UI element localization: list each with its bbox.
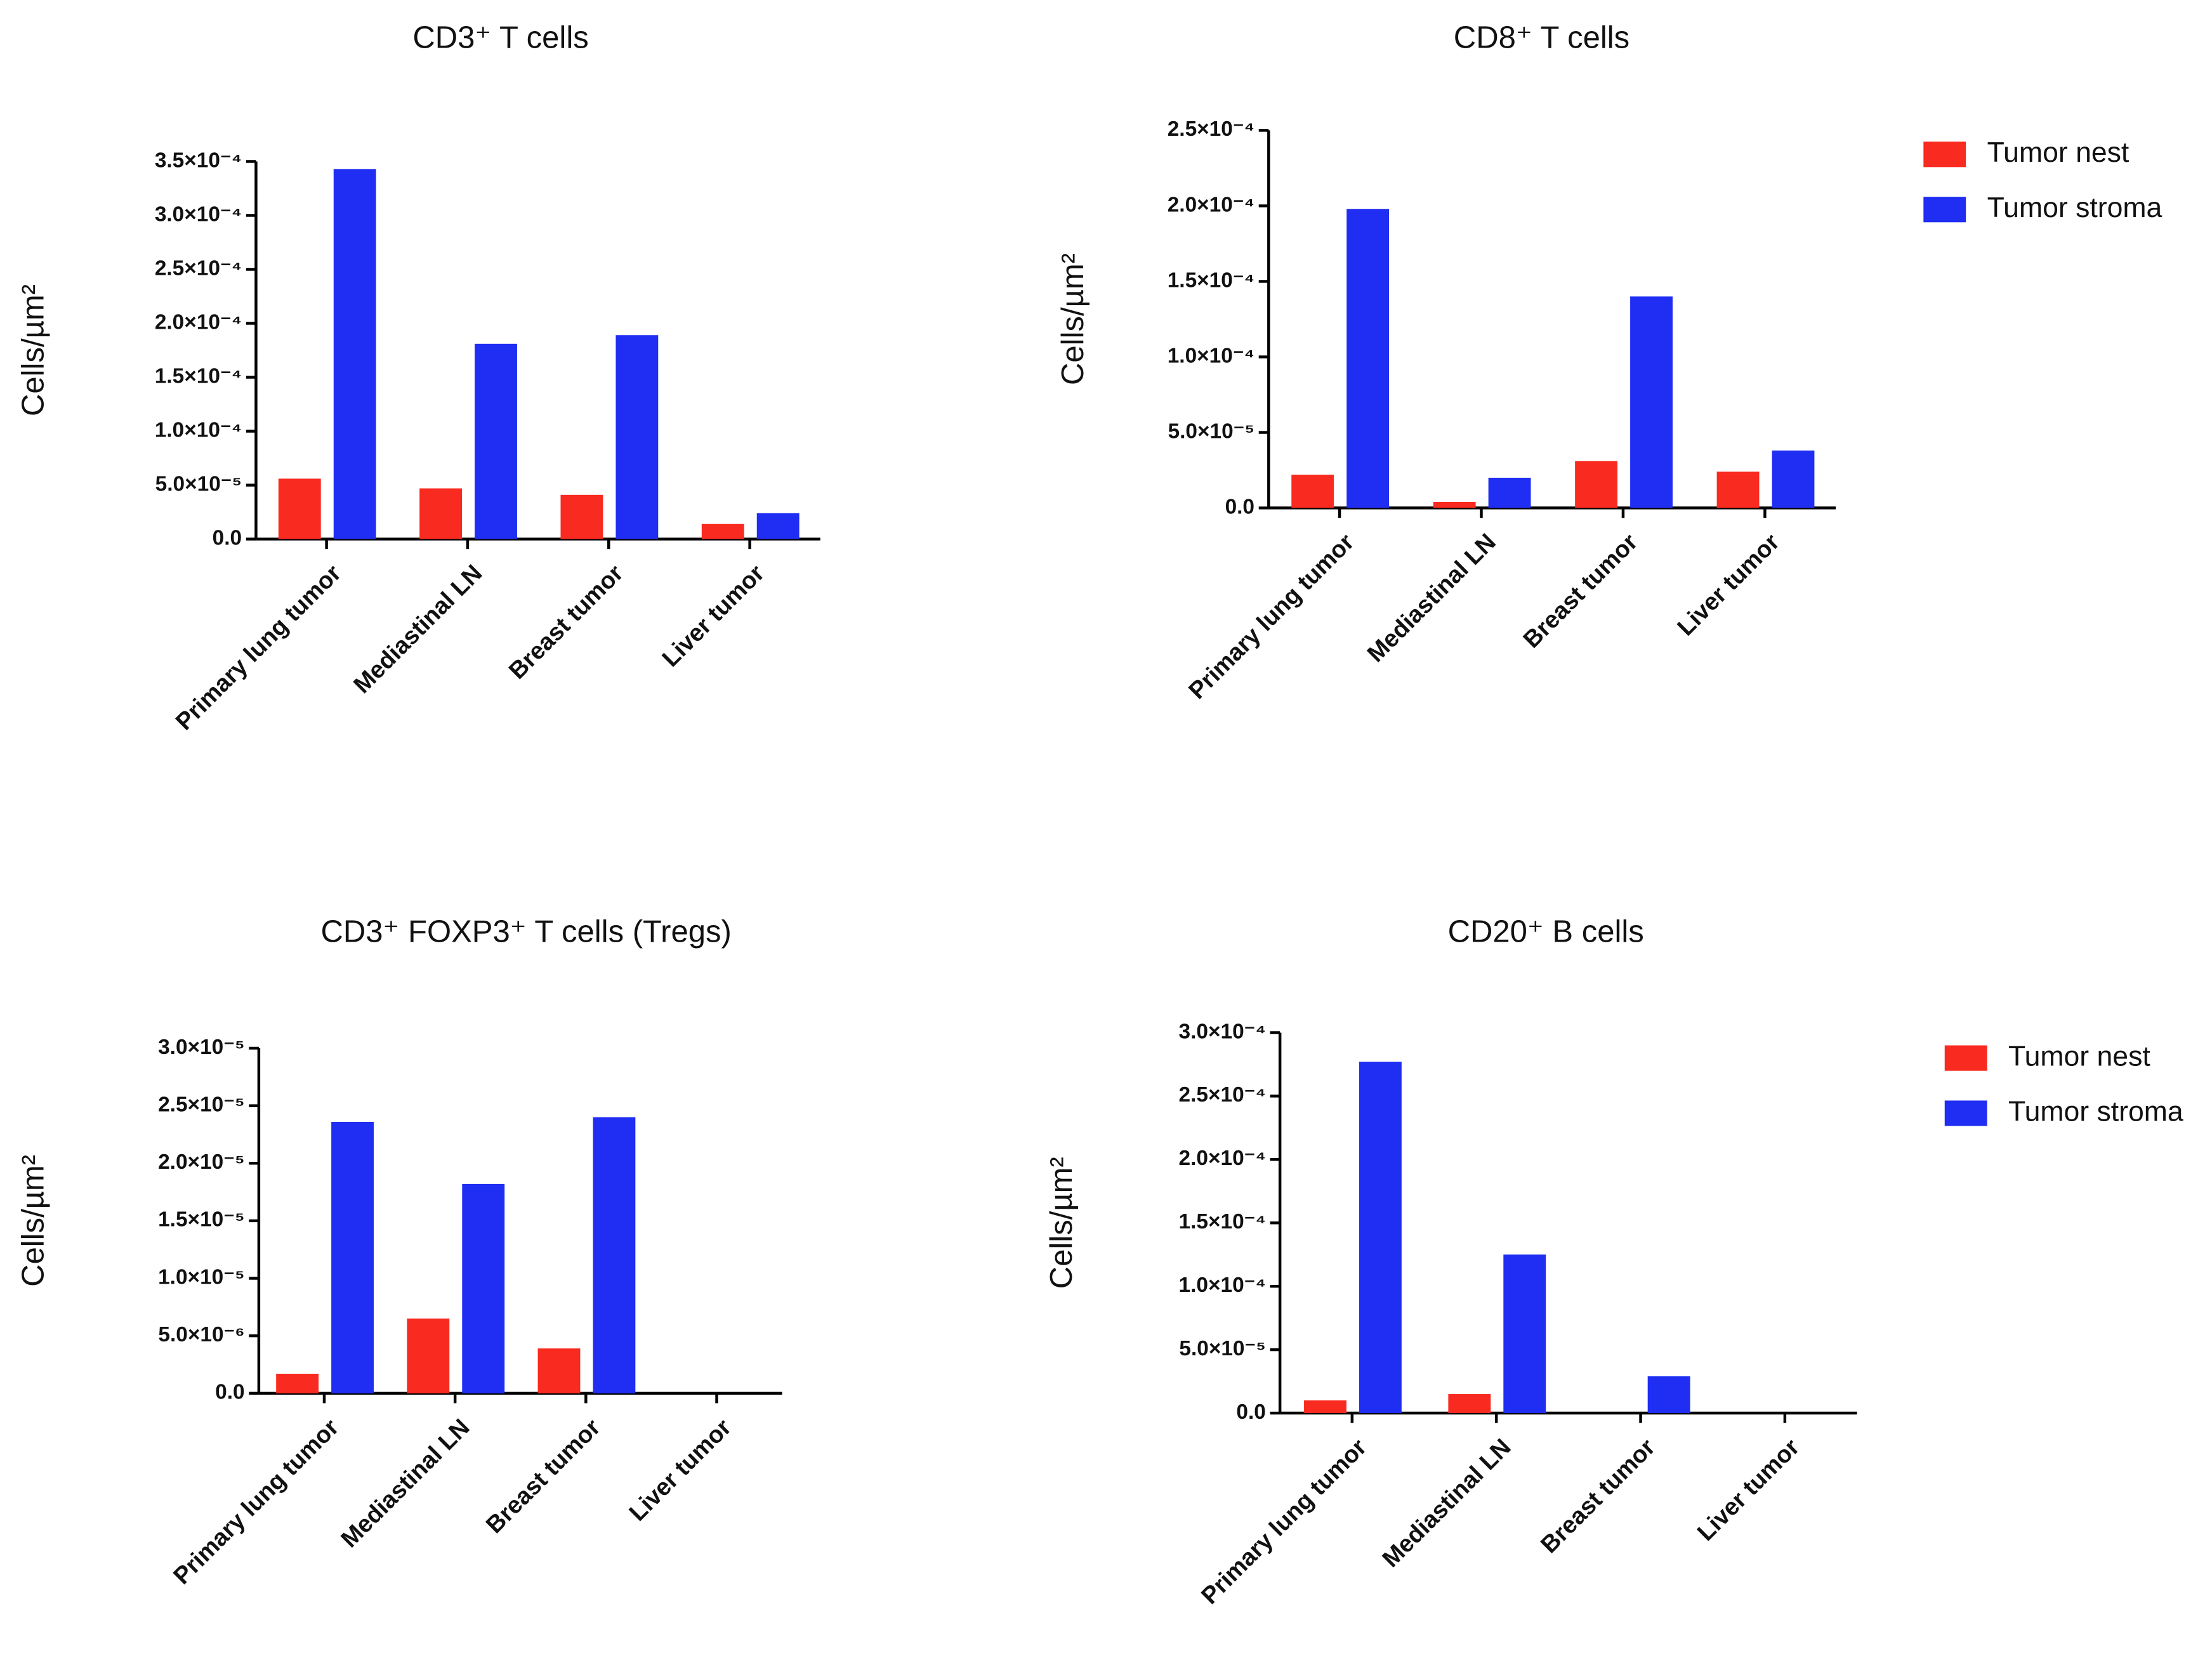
bar	[616, 335, 659, 539]
x-tick-label: Mediastinal LN	[349, 560, 488, 699]
bar	[701, 523, 744, 539]
y-axis-label: Cells/µm²	[1044, 1157, 1079, 1289]
y-tick-label: 1.5×10⁻⁴	[1179, 1210, 1266, 1234]
bar	[276, 1374, 319, 1393]
bar	[1575, 461, 1618, 508]
y-tick-label: 1.0×10⁻⁴	[155, 418, 242, 442]
bar	[278, 478, 321, 539]
x-tick-label: Mediastinal LN	[336, 1414, 475, 1553]
y-tick-label: 2.0×10⁻⁴	[1179, 1147, 1266, 1170]
bar	[1304, 1400, 1346, 1414]
bar	[1291, 475, 1334, 508]
y-tick-label: 3.5×10⁻⁴	[155, 148, 242, 172]
x-tick-label: Primary lung tumor	[171, 560, 346, 735]
legend-label: Tumor stroma	[1987, 192, 2163, 223]
y-tick-label: 3.0×10⁻⁴	[1179, 1020, 1266, 1043]
bar	[475, 343, 517, 539]
y-tick-label: 1.5×10⁻⁵	[158, 1208, 245, 1232]
legend-swatch	[1923, 197, 1966, 223]
legend-swatch	[1944, 1100, 1987, 1126]
x-tick-label: Primary lung tumor	[169, 1414, 345, 1589]
x-tick-label: Breast tumor	[1518, 529, 1643, 654]
y-tick-label: 5.0×10⁻⁵	[1179, 1337, 1266, 1360]
bar	[419, 488, 463, 539]
bar	[462, 1183, 505, 1393]
x-tick-label: Breast tumor	[1536, 1434, 1661, 1559]
bar	[1630, 296, 1673, 508]
chart-title: CD8⁺ T cells	[1454, 21, 1629, 55]
x-tick-label: Liver tumor	[1673, 529, 1785, 641]
bar	[1503, 1254, 1546, 1414]
bar	[756, 513, 800, 539]
bar	[560, 494, 603, 539]
y-tick-label: 5.0×10⁻⁵	[155, 472, 242, 496]
x-tick-label: Primary lung tumor	[1184, 529, 1360, 704]
y-tick-label: 2.5×10⁻⁴	[1168, 117, 1254, 141]
bar	[1647, 1376, 1690, 1414]
y-tick-label: 2.0×10⁻⁴	[155, 310, 242, 334]
y-tick-label: 2.5×10⁻⁴	[1179, 1083, 1266, 1107]
y-tick-label: 0.0	[1236, 1400, 1265, 1424]
y-tick-label: 3.0×10⁻⁵	[158, 1036, 245, 1059]
x-tick-label: Breast tumor	[481, 1414, 606, 1539]
y-tick-label: 1.0×10⁻⁴	[1168, 344, 1254, 367]
bar	[1488, 477, 1531, 508]
y-axis-label: Cells/µm²	[16, 284, 51, 416]
legend-label: Tumor nest	[2008, 1041, 2150, 1072]
y-tick-label: 1.5×10⁻⁴	[1168, 268, 1254, 292]
x-tick-label: Mediastinal LN	[1378, 1434, 1517, 1573]
y-tick-label: 1.0×10⁻⁴	[1179, 1273, 1266, 1297]
bar	[333, 169, 376, 539]
legend-label: Tumor stroma	[2008, 1096, 2183, 1127]
y-axis-label: Cells/µm²	[1056, 253, 1090, 385]
bar	[1716, 471, 1760, 508]
bar	[537, 1348, 581, 1393]
y-tick-label: 2.0×10⁻⁵	[158, 1150, 245, 1174]
bar	[331, 1122, 374, 1393]
bar	[1346, 209, 1390, 508]
y-tick-label: 0.0	[215, 1381, 244, 1404]
y-tick-label: 5.0×10⁻⁵	[1168, 419, 1255, 443]
legend-swatch	[1944, 1045, 1987, 1071]
bar	[1359, 1062, 1402, 1414]
bar	[593, 1117, 636, 1393]
chart-title: CD3⁺ T cells	[412, 21, 588, 55]
y-tick-label: 0.0	[213, 526, 242, 549]
y-tick-label: 2.5×10⁻⁴	[155, 256, 242, 280]
chart-title: CD20⁺ B cells	[1448, 914, 1644, 949]
y-tick-label: 0.0	[1225, 495, 1254, 518]
y-tick-label: 5.0×10⁻⁶	[158, 1323, 244, 1346]
bar	[407, 1318, 450, 1393]
y-tick-label: 1.0×10⁻⁵	[158, 1265, 245, 1289]
x-tick-label: Primary lung tumor	[1196, 1434, 1372, 1610]
x-tick-label: Liver tumor	[657, 560, 770, 672]
chart-title: CD3⁺ FOXP3⁺ T cells (Tregs)	[320, 914, 731, 949]
legend-label: Tumor nest	[1987, 137, 2130, 168]
y-axis-label: Cells/µm²	[16, 1155, 51, 1287]
y-tick-label: 1.5×10⁻⁴	[155, 364, 242, 388]
x-tick-label: Breast tumor	[504, 560, 629, 685]
y-tick-label: 2.0×10⁻⁴	[1168, 193, 1254, 216]
bar	[1433, 502, 1476, 508]
x-tick-label: Mediastinal LN	[1362, 529, 1501, 668]
legend-swatch	[1923, 141, 1966, 168]
x-tick-label: Liver tumor	[1692, 1434, 1805, 1546]
bar	[1772, 451, 1815, 508]
bar	[1448, 1394, 1491, 1414]
y-tick-label: 3.0×10⁻⁴	[155, 202, 242, 226]
y-tick-label: 2.5×10⁻⁵	[158, 1093, 245, 1116]
x-tick-label: Liver tumor	[624, 1414, 737, 1526]
